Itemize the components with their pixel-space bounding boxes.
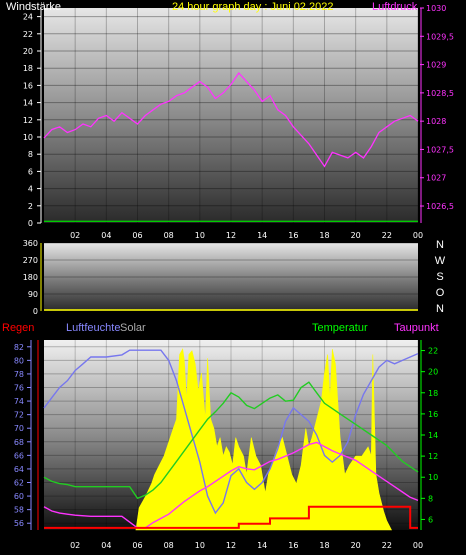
left-tick-label: 0 bbox=[28, 219, 33, 228]
series-temperatur bbox=[43, 381, 419, 500]
right-tick-label: 8 bbox=[428, 494, 433, 503]
left-tick-label: 4 bbox=[28, 185, 33, 194]
left-tick-label: 20 bbox=[23, 47, 33, 56]
legend-solar: Solar bbox=[120, 322, 146, 334]
x-tick-label: 02 bbox=[70, 541, 80, 550]
x-tick-label: 08 bbox=[164, 541, 174, 550]
right-tick-label: 18 bbox=[428, 389, 438, 398]
left-tick-label: 8 bbox=[28, 150, 33, 159]
left-tick-label: 24 bbox=[23, 13, 33, 22]
x-tick-label: 04 bbox=[101, 231, 111, 240]
left-tick-label: 82 bbox=[14, 343, 24, 352]
compass-label: N bbox=[436, 239, 444, 251]
legend-regen: Regen bbox=[2, 322, 34, 334]
compass-label: O bbox=[436, 287, 445, 299]
right-tick-label: 1026,5 bbox=[426, 202, 454, 211]
left-tick-label: 62 bbox=[14, 479, 24, 488]
x-tick-label: 18 bbox=[319, 231, 329, 240]
solar-area bbox=[135, 348, 392, 531]
right-tick-label: 1027 bbox=[426, 174, 446, 183]
right-axis-label: Luftdruck bbox=[372, 1, 418, 13]
panel-2-background bbox=[44, 243, 418, 311]
series-luftfeuchte bbox=[43, 349, 419, 515]
right-tick-label: 12 bbox=[428, 452, 438, 461]
left-tick-label: 180 bbox=[23, 273, 38, 282]
x-tick-label: 22 bbox=[382, 541, 392, 550]
left-tick-label: 76 bbox=[14, 384, 24, 393]
compass-label: W bbox=[435, 255, 446, 267]
right-tick-label: 16 bbox=[428, 410, 438, 419]
right-tick-label: 10 bbox=[428, 473, 438, 482]
series-taupunkt bbox=[43, 441, 419, 529]
pressure-wind-chart: Windstärke 24 hour graph day : Juni 02.2… bbox=[6, 1, 454, 240]
x-tick-label: 20 bbox=[351, 541, 361, 550]
x-tick-label: 00 bbox=[413, 541, 423, 550]
x-tick-label: 06 bbox=[132, 541, 142, 550]
left-tick-label: 270 bbox=[23, 256, 38, 265]
left-tick-label: 80 bbox=[14, 356, 24, 365]
left-tick-label: 90 bbox=[28, 290, 38, 299]
left-tick-label: 56 bbox=[14, 519, 24, 528]
x-tick-label: 02 bbox=[70, 231, 80, 240]
x-tick-label: 08 bbox=[164, 231, 174, 240]
x-tick-label: 14 bbox=[257, 231, 267, 240]
left-tick-label: 16 bbox=[23, 81, 33, 90]
right-tick-label: 1029,5 bbox=[426, 32, 454, 41]
compass-label: S bbox=[436, 271, 443, 283]
x-tick-label: 10 bbox=[195, 231, 205, 240]
x-tick-label: 16 bbox=[288, 231, 298, 240]
x-tick-label: 12 bbox=[226, 541, 236, 550]
right-tick-label: 1028,5 bbox=[426, 89, 454, 98]
left-tick-label: 68 bbox=[14, 438, 24, 447]
x-tick-label: 04 bbox=[101, 541, 111, 550]
legend-taupunkt: Taupunkt bbox=[394, 322, 439, 334]
right-tick-label: 1027,5 bbox=[426, 145, 454, 154]
right-tick-label: 20 bbox=[428, 368, 438, 377]
x-tick-label: 20 bbox=[351, 231, 361, 240]
series-regen bbox=[44, 505, 418, 529]
left-tick-label: 360 bbox=[23, 239, 38, 248]
compass-label: N bbox=[436, 303, 444, 315]
x-tick-label: 16 bbox=[288, 541, 298, 550]
left-tick-label: 58 bbox=[14, 506, 24, 515]
series-luftdruck bbox=[43, 72, 419, 168]
x-tick-label: 18 bbox=[319, 541, 329, 550]
right-tick-label: 1028 bbox=[426, 117, 446, 126]
left-tick-label: 70 bbox=[14, 424, 24, 433]
right-tick-label: 22 bbox=[428, 347, 438, 356]
left-tick-label: 14 bbox=[23, 99, 33, 108]
left-tick-label: 18 bbox=[23, 64, 33, 73]
left-tick-label: 10 bbox=[23, 133, 33, 142]
left-tick-label: 64 bbox=[14, 465, 24, 474]
left-tick-label: 78 bbox=[14, 370, 24, 379]
left-tick-label: 66 bbox=[14, 451, 24, 460]
x-tick-label: 10 bbox=[195, 541, 205, 550]
right-tick-label: 1030 bbox=[426, 4, 446, 13]
left-tick-label: 0 bbox=[33, 307, 38, 316]
left-tick-label: 74 bbox=[14, 397, 24, 406]
legend-luftfeuchte: Luftfeuchte bbox=[66, 322, 120, 334]
right-tick-label: 14 bbox=[428, 431, 438, 440]
left-tick-label: 72 bbox=[14, 411, 24, 420]
right-tick-label: 6 bbox=[428, 515, 433, 524]
x-tick-label: 12 bbox=[226, 231, 236, 240]
left-tick-label: 12 bbox=[23, 116, 33, 125]
left-tick-label: 2 bbox=[28, 202, 33, 211]
x-tick-label: 00 bbox=[413, 231, 423, 240]
left-tick-label: 6 bbox=[28, 167, 33, 176]
legend-temperatur: Temperatur bbox=[312, 322, 368, 334]
x-tick-label: 14 bbox=[257, 541, 267, 550]
x-tick-label: 06 bbox=[132, 231, 142, 240]
left-tick-label: 60 bbox=[14, 492, 24, 501]
x-tick-label: 22 bbox=[382, 231, 392, 240]
left-axis-label: Windstärke bbox=[6, 1, 61, 13]
left-tick-label: 22 bbox=[23, 30, 33, 39]
chart-title: 24 hour graph day : Juni 02.2022 bbox=[172, 1, 333, 13]
right-tick-label: 1029 bbox=[426, 61, 446, 70]
